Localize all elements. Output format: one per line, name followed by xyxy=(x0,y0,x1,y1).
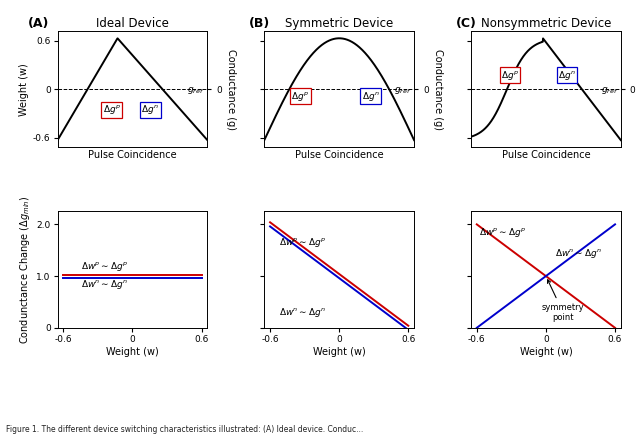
Text: $\Delta w^p \sim \Delta g^p$: $\Delta w^p \sim \Delta g^p$ xyxy=(279,236,326,249)
X-axis label: Weight (w): Weight (w) xyxy=(106,346,159,357)
Text: (A): (A) xyxy=(28,17,49,30)
Text: $\Delta w^p \sim \Delta g^p$: $\Delta w^p \sim \Delta g^p$ xyxy=(479,225,526,239)
Y-axis label: Condunctance Change ($\Delta g_{min}$): Condunctance Change ($\Delta g_{min}$) xyxy=(18,195,32,344)
Text: (B): (B) xyxy=(250,17,271,30)
Y-axis label: Weight (w): Weight (w) xyxy=(19,63,29,116)
Text: $\Delta g^n$: $\Delta g^n$ xyxy=(558,69,576,82)
Text: $\Delta g^p$: $\Delta g^p$ xyxy=(102,104,120,117)
X-axis label: Pulse Coincidence: Pulse Coincidence xyxy=(502,150,590,160)
X-axis label: Weight (w): Weight (w) xyxy=(520,346,572,357)
Text: Figure 1. The different device switching characteristics illustrated: (A) Ideal : Figure 1. The different device switching… xyxy=(6,425,364,434)
Title: Ideal Device: Ideal Device xyxy=(96,17,169,30)
Text: $\Delta w^n \sim \Delta g^n$: $\Delta w^n \sim \Delta g^n$ xyxy=(279,306,326,319)
X-axis label: Weight (w): Weight (w) xyxy=(313,346,365,357)
X-axis label: Pulse Coincidence: Pulse Coincidence xyxy=(295,150,383,160)
Text: $\Delta g^n$: $\Delta g^n$ xyxy=(141,104,159,117)
Text: $\Delta w^n \sim \Delta g^n$: $\Delta w^n \sim \Delta g^n$ xyxy=(81,279,128,291)
Text: $\Delta w^p \sim \Delta g^p$: $\Delta w^p \sim \Delta g^p$ xyxy=(81,260,128,273)
Text: $g_{ref}$: $g_{ref}$ xyxy=(187,85,204,97)
X-axis label: Pulse Coincidence: Pulse Coincidence xyxy=(88,150,177,160)
Text: $\Delta w^n \sim \Delta g^n$: $\Delta w^n \sim \Delta g^n$ xyxy=(555,248,602,260)
Title: Symmetric Device: Symmetric Device xyxy=(285,17,394,30)
Text: $\Delta g^p$: $\Delta g^p$ xyxy=(291,89,309,102)
Text: symmetry
point: symmetry point xyxy=(542,280,584,323)
Text: $\Delta g^n$: $\Delta g^n$ xyxy=(362,89,380,102)
Text: (C): (C) xyxy=(456,17,477,30)
Text: $g_{ref}$: $g_{ref}$ xyxy=(600,85,618,97)
Text: $g_{ref}$: $g_{ref}$ xyxy=(394,85,411,97)
Y-axis label: Conductance (g): Conductance (g) xyxy=(433,49,443,130)
Y-axis label: Conductance (g): Conductance (g) xyxy=(226,49,236,130)
Title: Nonsymmetric Device: Nonsymmetric Device xyxy=(481,17,611,30)
Text: $\Delta g^p$: $\Delta g^p$ xyxy=(501,69,519,82)
